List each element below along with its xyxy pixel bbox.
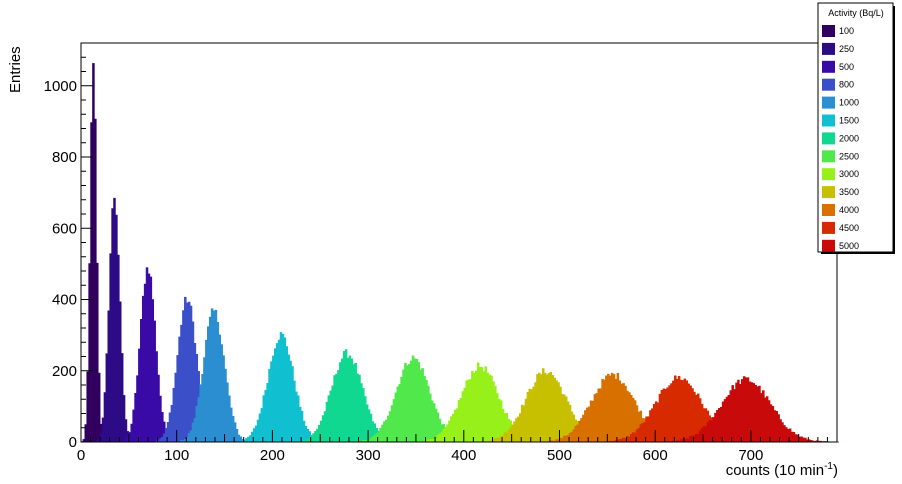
- legend-swatch: [822, 186, 835, 199]
- legend-swatch: [822, 78, 835, 91]
- legend-label: 250: [839, 44, 854, 54]
- x-tick-label: 0: [77, 447, 85, 464]
- legend-swatch: [822, 60, 835, 73]
- legend: Activity (Bq/L) 100 250 500 800 1000 1500 2000…: [817, 2, 895, 254]
- legend-item: 1000: [822, 96, 859, 109]
- legend-label: 4500: [839, 223, 859, 233]
- y-tick-label: 1000: [44, 78, 77, 95]
- legend-items: 100 250 500 800 1000 1500 2000 2500 3000 3500 4000…: [822, 25, 859, 252]
- legend-shadow-bottom: [821, 252, 895, 254]
- histogram-layer: [80, 63, 839, 443]
- legend-swatch: [822, 221, 835, 234]
- legend-swatch: [822, 114, 835, 127]
- legend-swatch: [822, 132, 835, 145]
- legend-label: 3500: [839, 187, 859, 197]
- y-tick-label: 600: [52, 220, 77, 237]
- legend-label: 1000: [839, 98, 859, 108]
- legend-swatch: [822, 239, 835, 252]
- legend-label: 500: [839, 62, 854, 72]
- legend-item: 4500: [822, 221, 859, 234]
- legend-swatch: [822, 42, 835, 55]
- x-tick-label: 500: [547, 447, 572, 464]
- legend-swatch: [822, 25, 835, 37]
- y-tick-label: 800: [52, 149, 77, 166]
- legend-item: 3000: [822, 168, 859, 181]
- legend-item: 2500: [822, 150, 859, 163]
- legend-label: 800: [839, 80, 854, 90]
- x-axis-title-superscript: -1: [824, 461, 833, 472]
- legend-item: 5000: [822, 239, 859, 252]
- x-axis-title-close: ): [833, 462, 838, 479]
- legend-label: 100: [839, 26, 854, 36]
- legend-item: 4000: [822, 204, 859, 216]
- legend-item: 800: [822, 78, 854, 91]
- y-tick-label: 0: [69, 434, 77, 451]
- legend-label: 4000: [839, 205, 859, 215]
- legend-shadow-right: [893, 6, 895, 254]
- legend-title: Activity (Bq/L): [828, 8, 884, 18]
- x-tick-label: 600: [643, 447, 668, 464]
- legend-item: 2000: [822, 132, 859, 145]
- legend-item: 3500: [822, 186, 859, 199]
- legend-item: 500: [822, 60, 854, 73]
- x-tick-label: 700: [738, 447, 763, 464]
- legend-label: 2500: [839, 151, 859, 161]
- legend-label: 3000: [839, 169, 859, 179]
- x-tick-label: 100: [164, 447, 189, 464]
- legend-item: 250: [822, 42, 854, 55]
- y-tick-label: 400: [52, 292, 77, 309]
- x-tick-label: 400: [451, 447, 476, 464]
- y-tick-label: 200: [52, 363, 77, 380]
- legend-swatch: [822, 204, 835, 216]
- legend-label: 1500: [839, 116, 859, 126]
- x-axis-title: counts (10 min-1): [726, 461, 838, 479]
- legend-swatch: [822, 168, 835, 181]
- legend-swatch: [822, 150, 835, 163]
- legend-item: 100: [822, 25, 854, 37]
- y-axis-title: Entries: [7, 46, 24, 93]
- x-tick-label: 200: [260, 447, 285, 464]
- y-axis: 0 200 400 600 800 1000: [44, 42, 93, 451]
- legend-label: 5000: [839, 241, 859, 251]
- legend-swatch: [822, 96, 835, 109]
- x-axis: 0 100 200 300 400 500 600 700: [77, 430, 838, 464]
- legend-label: 2000: [839, 133, 859, 143]
- x-axis-title-main: counts (10 min: [726, 462, 824, 479]
- x-tick-label: 300: [356, 447, 381, 464]
- legend-item: 1500: [822, 114, 859, 127]
